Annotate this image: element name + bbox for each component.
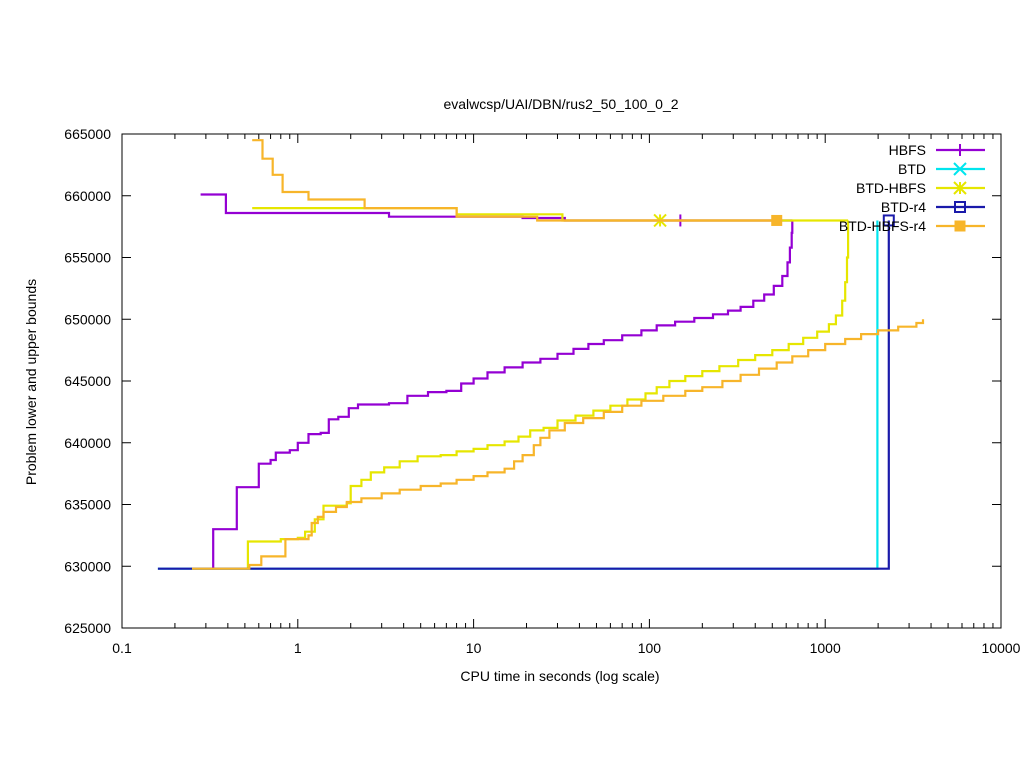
series-btd-r4-point bbox=[882, 214, 895, 227]
x-tick-label: 1000 bbox=[810, 640, 841, 656]
legend-marker bbox=[953, 162, 967, 176]
y-tick-label: 625000 bbox=[64, 620, 111, 636]
plot-frame bbox=[121, 133, 1002, 629]
series-btd bbox=[157, 220, 879, 570]
chart-title: evalwcsp/UAI/DBN/rus2_50_100_0_2 bbox=[443, 96, 678, 112]
axis-ticks: 0.1 1 10 100 1000 10000 625000 630000 635000 6400… bbox=[64, 126, 1020, 656]
legend-label: BTD-HBFS-r4 bbox=[839, 218, 926, 234]
series-hbfs bbox=[200, 193, 794, 569]
y-tick-label: 655000 bbox=[64, 250, 111, 266]
y-tick-label: 665000 bbox=[64, 126, 111, 142]
x-tick-label: 1 bbox=[294, 640, 302, 656]
x-tick-label: 10000 bbox=[982, 640, 1021, 656]
x-tick-label: 0.1 bbox=[112, 640, 132, 656]
series-layer bbox=[157, 139, 925, 570]
legend-item-btd: BTD bbox=[898, 161, 985, 177]
y-tick-label: 640000 bbox=[64, 435, 111, 451]
series-btd-hbfs-r4-lower-bound bbox=[192, 319, 925, 570]
series-hbfs-lower-bound bbox=[212, 220, 794, 569]
y-axis-label: Problem lower and upper bounds bbox=[23, 279, 39, 485]
legend-marker bbox=[954, 220, 966, 232]
series-btd-hbfs-r4-point bbox=[771, 214, 783, 226]
y-tick-label: 660000 bbox=[64, 188, 111, 204]
legend-label: BTD-r4 bbox=[881, 199, 926, 215]
y-tick-label: 645000 bbox=[64, 373, 111, 389]
x-tick-label: 10 bbox=[466, 640, 482, 656]
legend-label: HBFS bbox=[889, 142, 926, 158]
x-tick-label: 100 bbox=[638, 640, 662, 656]
legend-marker bbox=[954, 201, 966, 213]
legend-marker bbox=[954, 144, 966, 156]
legend-label: BTD bbox=[898, 161, 926, 177]
y-tick-label: 630000 bbox=[64, 558, 111, 574]
y-tick-label: 650000 bbox=[64, 311, 111, 327]
series-btd-hbfs-r4-upper-bound bbox=[252, 139, 777, 222]
series-btd-r4 bbox=[157, 214, 895, 570]
legend-item-btd-hbfs: BTD-HBFS bbox=[856, 180, 985, 196]
series-btd-hbfs-r4 bbox=[192, 139, 925, 570]
legend-label: BTD-HBFS bbox=[856, 180, 926, 196]
legend-item-btd-hbfs-r4: BTD-HBFS-r4 bbox=[839, 218, 985, 234]
series-btd-hbfs-lower-bound bbox=[246, 220, 850, 569]
legend-item-btd-r4: BTD-r4 bbox=[881, 199, 985, 215]
series-btd-lower-bound bbox=[157, 220, 879, 570]
legend-item-hbfs: HBFS bbox=[889, 142, 985, 158]
legend-marker bbox=[953, 181, 967, 195]
x-axis-label: CPU time in seconds (log scale) bbox=[460, 668, 659, 684]
y-tick-label: 635000 bbox=[64, 497, 111, 513]
legend: HBFS BTD BTD-HBFS BTD-r4 BTD-HBFS-r4 bbox=[839, 142, 985, 234]
series-btd-hbfs bbox=[246, 207, 850, 569]
series-btd-r4-lower-bound bbox=[157, 220, 890, 570]
